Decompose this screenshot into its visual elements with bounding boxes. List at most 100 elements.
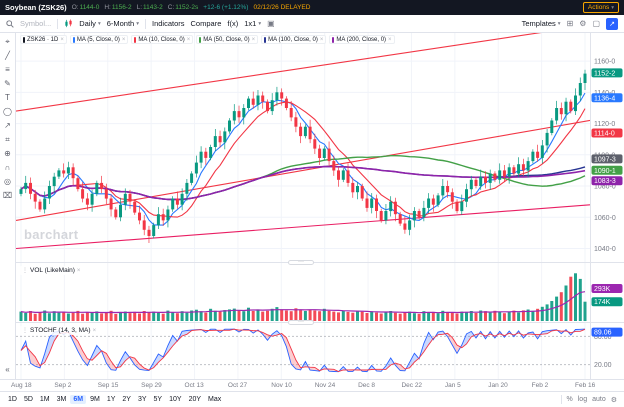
grid-layout-icon[interactable]: ⊞	[566, 19, 574, 28]
open-field: O: 1144-0	[71, 4, 100, 11]
svg-text:1040-0: 1040-0	[594, 246, 616, 253]
ma10-legend-chip[interactable]: MA (10, Close, 0) ×	[131, 35, 194, 44]
collapse-toolbar-icon[interactable]: «	[5, 365, 10, 374]
price-change: +12-6 (+1.12%)	[203, 4, 249, 11]
close-icon[interactable]: ×	[121, 36, 126, 43]
date-label: Feb 16	[575, 382, 596, 389]
shapes-icon[interactable]: ◯	[3, 107, 12, 116]
trash-icon[interactable]: ⌧	[2, 191, 13, 200]
range-button[interactable]: 10Y	[166, 395, 184, 404]
date-label: Feb 2	[531, 382, 549, 389]
range-button[interactable]: 1Y	[104, 395, 119, 404]
panel-resize-handle[interactable]: ···	[288, 259, 314, 265]
arrow-marker-icon[interactable]: ↗	[4, 121, 11, 130]
visibility-icon[interactable]: ◎	[4, 177, 11, 186]
barchart-watermark: barchart	[24, 227, 79, 242]
svg-text:174K: 174K	[594, 299, 611, 306]
trendline-icon[interactable]: ╱	[5, 51, 10, 60]
ma100-color-bar	[264, 36, 267, 43]
pencil-icon[interactable]: ✎	[4, 79, 11, 88]
session-status: 02/12/26 DELAYED	[253, 4, 311, 11]
camera-icon[interactable]: ▣	[267, 19, 275, 28]
auto-scale-toggle[interactable]: auto	[592, 396, 606, 403]
close-icon[interactable]: ×	[319, 36, 324, 43]
symbol-search-input[interactable]: Symbol...	[20, 19, 52, 28]
range-button[interactable]: 3M	[54, 395, 70, 404]
svg-text:1114-0: 1114-0	[594, 130, 615, 137]
magnet-icon[interactable]: ∩	[4, 163, 11, 172]
ma50-legend-chip[interactable]: MA (50, Close, 0) ×	[196, 35, 259, 44]
close-icon[interactable]: ×	[92, 327, 97, 334]
panel-resize-handle[interactable]: ···	[288, 319, 314, 325]
date-label: Oct 27	[227, 382, 248, 389]
toolbar-divider	[57, 18, 59, 29]
cursor-icon[interactable]: ⌖	[5, 36, 10, 46]
ma5-legend-chip[interactable]: MA (5, Close, 0) ×	[69, 35, 129, 44]
close-icon[interactable]: ×	[251, 36, 256, 43]
bottombar-divider	[560, 395, 562, 404]
layout-dropdown[interactable]: 1x1 ▾	[244, 19, 262, 28]
measure-icon[interactable]: ⌗	[5, 134, 10, 144]
close-icon[interactable]: ×	[76, 267, 81, 274]
range-button[interactable]: 1D	[5, 395, 20, 404]
date-label: Oct 13	[184, 382, 204, 389]
date-label: Sep 15	[97, 382, 119, 389]
chart-canvas[interactable]: 1160-01140-01120-01100-01080-01060-01040…	[16, 33, 624, 379]
actions-button[interactable]: Actions ▾	[582, 2, 619, 13]
candlestick-style-icon[interactable]	[64, 19, 73, 28]
text-tool-icon[interactable]: T	[5, 93, 10, 102]
close-field: C: 1152-2s	[167, 4, 199, 11]
svg-text:1083-3: 1083-3	[594, 178, 616, 185]
date-label: Dec 8	[358, 382, 376, 389]
compare-button[interactable]: Compare	[190, 19, 222, 28]
range-button[interactable]: 20Y	[186, 395, 204, 404]
stochastic-indicator-label[interactable]: ⋮ STOCHF (14, 3, MA) ×	[20, 326, 99, 335]
svg-text:293K: 293K	[594, 286, 611, 293]
more-options-icon: ⋮	[22, 268, 28, 274]
volume-indicator-label[interactable]: ⋮ VOL (LikeMain) ×	[20, 266, 83, 275]
range-button[interactable]: 1M	[37, 395, 53, 404]
close-icon[interactable]: ×	[388, 36, 392, 43]
chevron-down-icon: ▾	[557, 20, 561, 27]
close-icon[interactable]: ×	[186, 36, 191, 43]
range-toolbar: 1D 5D 1M 3M 6M 9M 1Y 2Y 3Y 5Y 10Y 20Y Ma…	[0, 391, 624, 407]
range-button[interactable]: 2Y	[119, 395, 134, 404]
fibonacci-icon[interactable]: ≡	[5, 65, 10, 74]
gear-icon[interactable]: ⚙	[579, 19, 587, 28]
date-label: Sep 2	[54, 382, 72, 389]
range-button[interactable]: 5Y	[151, 395, 166, 404]
svg-text:1080-0: 1080-0	[594, 184, 616, 191]
gear-icon[interactable]: ⚙	[610, 396, 617, 404]
templates-dropdown[interactable]: Templates ▾	[521, 19, 561, 28]
indicators-button[interactable]: Indicators	[151, 19, 185, 28]
date-label: Jan 5	[444, 382, 461, 389]
range-dropdown[interactable]: 6-Month ▾	[106, 19, 139, 28]
date-label: Aug 18	[11, 382, 32, 389]
zoom-in-icon[interactable]: ⊕	[4, 149, 11, 158]
svg-text:1097-3: 1097-3	[594, 156, 616, 163]
fx-button[interactable]: f(x)	[227, 19, 239, 28]
range-button[interactable]: 3Y	[135, 395, 150, 404]
range-button[interactable]: 6M	[70, 395, 87, 404]
series-color-bar	[23, 36, 25, 43]
date-label: Dec 22	[401, 382, 423, 389]
chevron-down-icon: ▾	[136, 20, 139, 27]
range-button[interactable]: 5D	[21, 395, 36, 404]
percent-scale-toggle[interactable]: %	[566, 396, 573, 403]
popout-button[interactable]: ↗	[606, 17, 618, 30]
range-button[interactable]: Max	[205, 395, 224, 404]
chevron-down-icon: ▾	[258, 20, 262, 27]
ma200-legend-chip[interactable]: MA (200, Close, 0) ×	[329, 35, 395, 44]
maximize-icon[interactable]: ▢	[592, 19, 600, 28]
log-scale-toggle[interactable]: log	[577, 396, 588, 403]
ma100-legend-chip[interactable]: MA (100, Close, 0) ×	[261, 35, 327, 44]
close-icon[interactable]: ×	[60, 36, 64, 43]
series-legend-chip[interactable]: ZSK26 · 1D ×	[20, 35, 67, 44]
symbol-title: Soybean (ZSK26)	[5, 3, 67, 12]
chevron-down-icon: ▾	[611, 4, 614, 11]
range-button[interactable]: 9M	[87, 395, 103, 404]
chart-toolbar: Symbol... Daily ▾ 6-Month ▾ Indicators Com…	[0, 15, 624, 33]
period-dropdown[interactable]: Daily ▾	[79, 19, 101, 28]
date-axis[interactable]: Aug 18 Sep 2 Sep 15 Sep 29 Oct 13 Oct 27…	[0, 379, 624, 391]
quote-header: Soybean (ZSK26) O: 1144-0 H: 1156-2 L: 1143…	[0, 0, 624, 15]
